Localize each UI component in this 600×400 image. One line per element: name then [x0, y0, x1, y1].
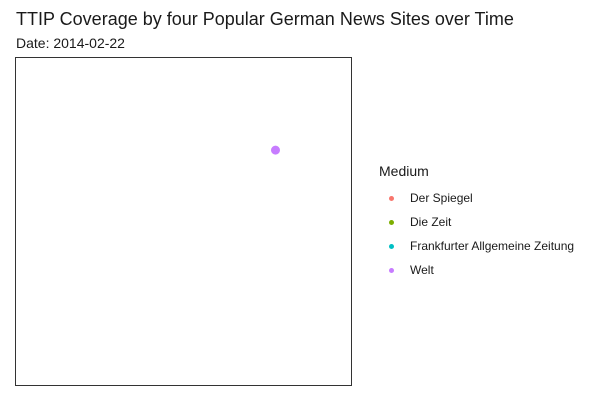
legend-item-die-zeit: Die Zeit	[379, 210, 574, 234]
legend-label: Die Zeit	[410, 215, 452, 229]
legend-label: Der Spiegel	[410, 191, 473, 205]
legend-label: Welt	[410, 263, 434, 277]
legend-title: Medium	[379, 163, 429, 179]
plot-panel	[15, 57, 352, 386]
legend-item-der-spiegel: Der Spiegel	[379, 186, 574, 210]
legend-dot-icon	[388, 195, 394, 201]
plot-area	[270, 145, 280, 155]
legend-item-faz: Frankfurter Allgemeine Zeitung	[379, 234, 574, 258]
legend-item-welt: Welt	[379, 258, 574, 282]
legend-dot-icon	[388, 243, 394, 249]
legend-key	[379, 219, 403, 225]
legend: Medium Der Spiegel Die Zeit Frankfurter …	[379, 162, 574, 282]
data-point	[270, 145, 280, 155]
chart-title: TTIP Coverage by four Popular German New…	[16, 9, 514, 29]
legend-key	[379, 243, 403, 249]
legend-key	[379, 267, 403, 273]
chart-subtitle: Date: 2014-02-22	[16, 35, 125, 51]
legend-label: Frankfurter Allgemeine Zeitung	[410, 239, 575, 253]
legend-dot-icon	[388, 267, 394, 273]
legend-key	[379, 195, 403, 201]
legend-dot-icon	[388, 219, 394, 225]
